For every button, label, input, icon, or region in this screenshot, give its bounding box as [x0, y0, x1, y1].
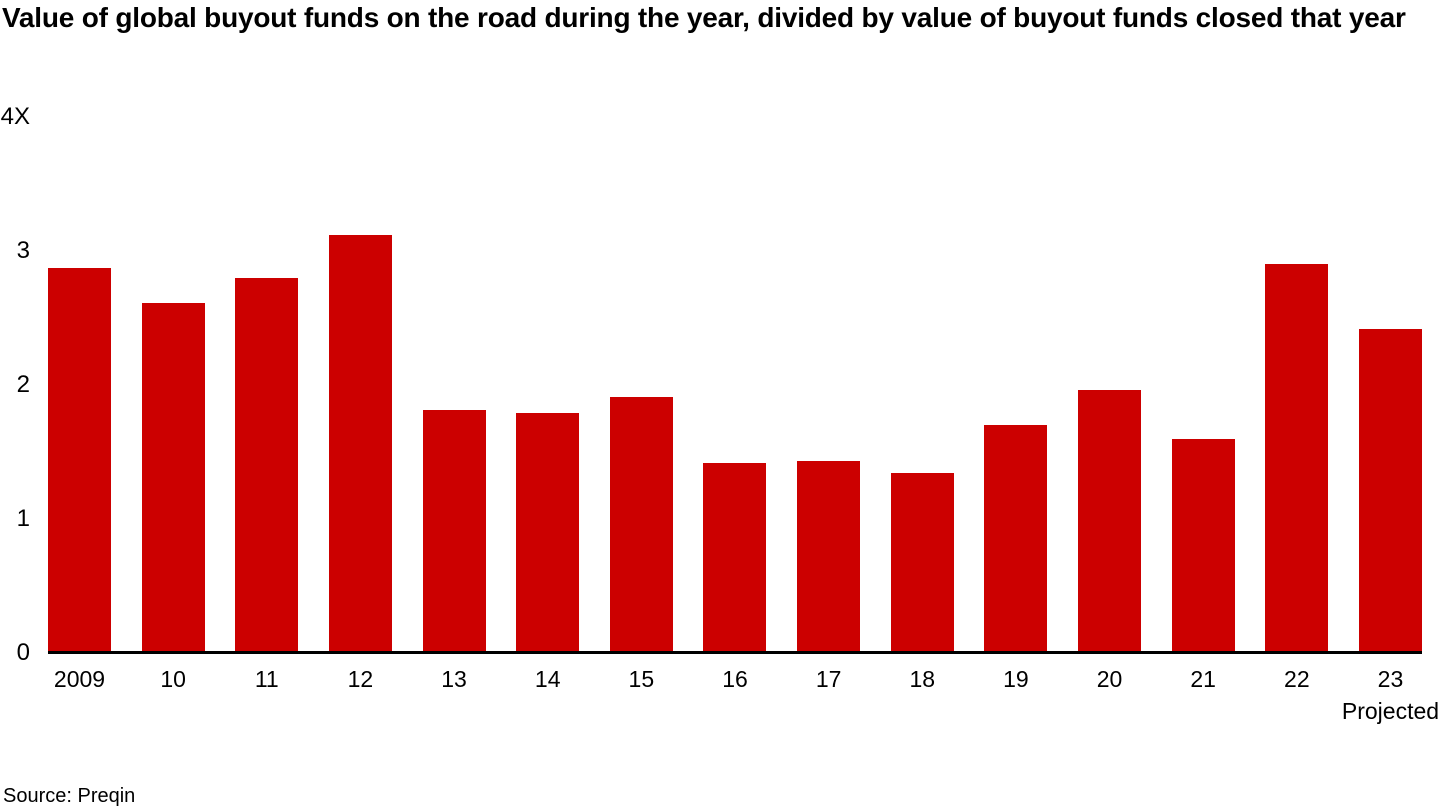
x-tick-label: 18 — [909, 666, 936, 692]
x-tick-label: 16 — [722, 666, 748, 692]
bar-10 — [141, 303, 205, 653]
bar-17 — [797, 461, 861, 653]
y-axis: 0 1 2 3 4X — [0, 0, 30, 810]
x-label-cell-16: 16 — [703, 667, 766, 724]
x-label-cell-10: 10 — [142, 667, 205, 724]
x-tick-label: 10 — [160, 666, 186, 692]
bar-12 — [328, 235, 392, 653]
bar-2009 — [48, 268, 111, 653]
x-tick-label: 23 — [1377, 666, 1404, 692]
x-label-cell-23: 23 Projected — [1342, 666, 1439, 724]
y-tick-label: 2 — [16, 371, 30, 398]
x-label-cell-20: 20 — [1078, 667, 1141, 724]
x-tick-label: 22 — [1284, 666, 1310, 692]
bar-15 — [609, 397, 673, 653]
x-tick-label: 19 — [1003, 666, 1029, 692]
y-tick-label: 4X — [0, 103, 30, 130]
x-tick-label: 12 — [347, 666, 374, 692]
x-tick-label: 20 — [1096, 666, 1123, 692]
bar-11 — [235, 278, 299, 653]
x-label-cell-11: 11 — [235, 667, 298, 724]
x-label-cell-19: 19 — [984, 667, 1047, 724]
x-tick-label: 13 — [441, 666, 467, 692]
x-label-cell-13: 13 — [423, 667, 486, 724]
x-axis-line — [48, 651, 1422, 654]
x-label-cell-17: 17 — [797, 667, 860, 724]
chart-title: Value of global buyout funds on the road… — [2, 2, 1406, 33]
x-label-cell-12: 12 — [329, 667, 392, 724]
bar-19 — [984, 425, 1048, 653]
projected-label: Projected — [1341, 698, 1440, 724]
bar-21 — [1171, 439, 1235, 653]
x-tick-label: 15 — [628, 666, 655, 692]
source-note: Source: Preqin — [3, 785, 136, 807]
x-tick-label: 21 — [1190, 666, 1216, 692]
bar-20 — [1078, 390, 1142, 653]
bar-13 — [422, 410, 486, 653]
plot-area — [48, 117, 1422, 653]
x-label-cell-21: 21 — [1172, 667, 1235, 724]
x-tick-label: 17 — [815, 666, 842, 692]
x-tick-label: 14 — [534, 666, 561, 692]
x-axis: 2009 10 11 12 13 14 15 16 17 18 19 20 21 22 23 Projecte… — [48, 666, 1439, 724]
bar-23 — [1358, 329, 1422, 653]
bar-16 — [703, 463, 767, 653]
bar-22 — [1265, 264, 1329, 653]
y-tick-label: 3 — [16, 237, 30, 264]
bar-14 — [516, 413, 580, 653]
bar-18 — [890, 473, 954, 653]
x-label-cell-14: 14 — [516, 667, 579, 724]
x-tick-label: 2009 — [53, 666, 106, 692]
x-tick-label: 11 — [254, 666, 279, 692]
x-label-cell-18: 18 — [891, 667, 954, 724]
x-label-cell-2009: 2009 — [48, 667, 111, 724]
x-label-cell-22: 22 — [1265, 667, 1328, 724]
y-tick-label: 0 — [16, 639, 30, 666]
y-tick-label: 1 — [16, 505, 30, 532]
x-label-cell-15: 15 — [610, 667, 673, 724]
